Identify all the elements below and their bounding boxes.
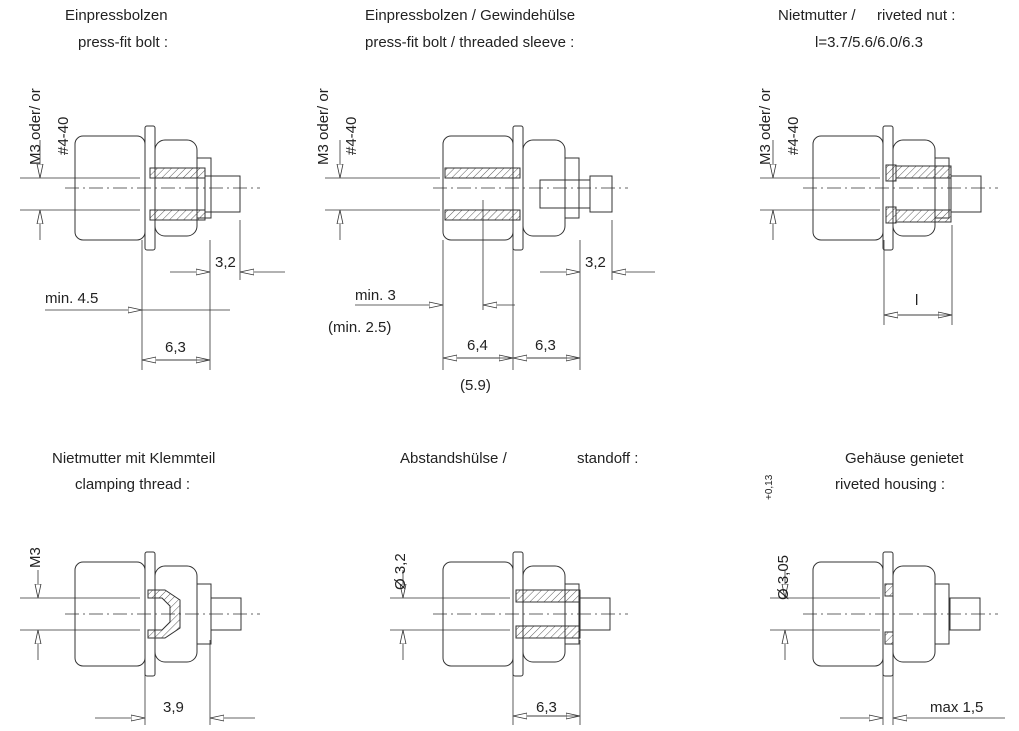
title-de: Nietmutter / (778, 7, 856, 24)
dim-label: 6,4 (467, 337, 488, 354)
dim-label: (min. 2.5) (328, 319, 391, 336)
title-en: riveted nut : (877, 7, 955, 24)
dim-label: 6,3 (536, 699, 557, 716)
panel-press-fit-bolt: Einpressbolzen press-fit bolt : M3 oder/… (20, 7, 285, 370)
title-de: Gehäuse genietet (845, 450, 964, 467)
title-de: Einpressbolzen / Gewindehülse (365, 7, 575, 24)
tolerance-label: +0,13 (764, 474, 775, 500)
panel-riveted-housing: Gehäuse genietet riveted housing : Ø 3,0… (764, 450, 1005, 725)
panel-standoff: Abstandshülse / standoff : Ø 3,2 6,3 (390, 450, 638, 725)
title-en: riveted housing : (835, 476, 945, 493)
diameter-label: Ø 3,05 (775, 555, 792, 600)
dim-label: 3,2 (215, 254, 236, 271)
title-de: Abstandshülse / (400, 450, 508, 467)
dim-label: (5.9) (460, 377, 491, 394)
title-en: press-fit bolt / threaded sleeve : (365, 34, 574, 51)
dim-label: 3,2 (585, 254, 606, 271)
thread-label: M3 oder/ or (757, 88, 774, 165)
thread-alt-label: #4-40 (343, 117, 360, 155)
panel-clamping-thread: Nietmutter mit Klemmteil clamping thread… (20, 450, 261, 725)
length-note: l=3.7/5.6/6.0/6.3 (815, 34, 923, 51)
title-de: Einpressbolzen (65, 7, 168, 24)
dim-label: min. 4.5 (45, 290, 98, 307)
panel-riveted-nut: Nietmutter / riveted nut : l=3.7/5.6/6.0… (757, 7, 999, 325)
title-en: clamping thread : (75, 476, 190, 493)
dim-label: l (915, 292, 918, 309)
title-en: press-fit bolt : (78, 34, 168, 51)
thread-alt-label: #4-40 (785, 117, 802, 155)
dim-label: 6,3 (535, 337, 556, 354)
dim-label: 6,3 (165, 339, 186, 356)
panel-threaded-sleeve: Einpressbolzen / Gewindehülse press-fit … (315, 7, 655, 394)
diameter-label: Ø 3,2 (392, 553, 409, 590)
title-de: Nietmutter mit Klemmteil (52, 450, 215, 467)
dim-label: 3,9 (163, 699, 184, 716)
thread-label: M3 (27, 547, 44, 568)
title-en: standoff : (577, 450, 638, 467)
thread-alt-label: #4-40 (55, 117, 72, 155)
thread-label: M3 oder/ or (315, 88, 332, 165)
dim-label: min. 3 (355, 287, 396, 304)
dim-label: max 1,5 (930, 699, 983, 716)
thread-label: M3 oder/ or (27, 88, 44, 165)
